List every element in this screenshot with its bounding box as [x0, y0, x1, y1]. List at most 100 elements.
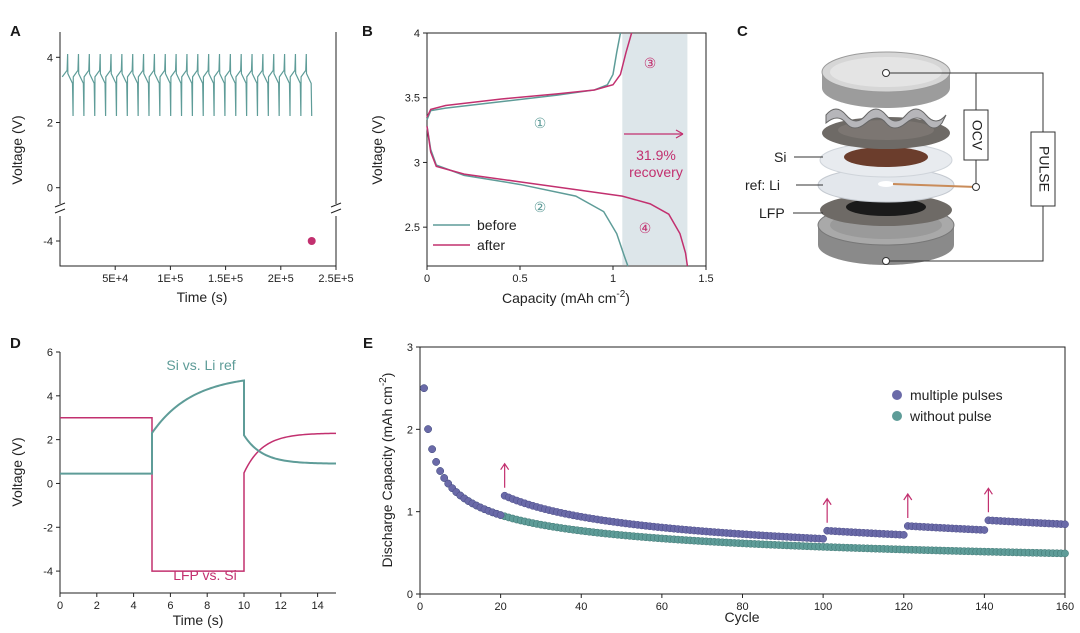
- multiple-pulses-point: [496, 511, 505, 519]
- panel-e-ytick-label: 0: [407, 589, 413, 601]
- without-pulse-point: [1061, 549, 1069, 558]
- multiple-pulses-point: [440, 474, 449, 482]
- panel-d-ytick-label: -4: [43, 566, 53, 578]
- panel-a-xtick-label: 2.5E+5: [318, 273, 353, 285]
- panel-e-label: E: [363, 335, 373, 352]
- panel-a-ylabel: Voltage (V): [9, 115, 25, 184]
- before-charge-curve: [426, 32, 622, 121]
- panel-b-ytick-label: 4: [414, 28, 420, 40]
- recovery-arrow: [624, 129, 684, 139]
- panel-a-ytick-label: 2: [47, 118, 53, 130]
- legend-multiple-pulses-swatch: [892, 390, 902, 400]
- after-discharge-curve: [426, 126, 689, 267]
- panel-e-legend: multiple pulses without pulse: [892, 387, 1003, 424]
- panel-a-ytick-label: -4: [43, 236, 53, 248]
- si-vs-li-line: [60, 379, 337, 475]
- legend-after-label: after: [477, 237, 505, 253]
- panel-a-xtick-label: 5E+4: [102, 273, 128, 285]
- panel-d-xtick-label: 2: [94, 600, 100, 612]
- panel-e-xlabel: Cycle: [724, 609, 759, 625]
- ocv-label: OCV: [969, 120, 985, 151]
- panel-b-ytick-label: 3.5: [405, 93, 420, 105]
- panel-e-xtick-label: 100: [814, 601, 832, 613]
- panel-d-label: D: [10, 335, 21, 352]
- panel-d-ytick-label: 0: [47, 478, 53, 490]
- panel-b-xtick-label: 1: [610, 273, 616, 285]
- wave-spring-image: [825, 108, 947, 129]
- recovery-text: recovery: [629, 164, 683, 180]
- marker-1: ①: [534, 115, 547, 131]
- panel-e-ytick-label: 2: [407, 424, 413, 436]
- panel-a-ytick-label: 0: [47, 183, 53, 195]
- panel-d-xtick-label: 8: [204, 600, 210, 612]
- panel-e-xtick-label: 80: [736, 601, 748, 613]
- panel-d-xtick-label: 12: [275, 600, 287, 612]
- lfp-vs-si-label: LFP vs. Si: [173, 567, 237, 583]
- panel-b-xlabel: Capacity (mAh cm-2): [502, 289, 630, 306]
- panel-b-ylabel: Voltage (V): [369, 115, 385, 184]
- panel-a-axis-break: [54, 202, 342, 214]
- panel-d-ylabel: Voltage (V): [9, 437, 25, 506]
- legend-before-label: before: [477, 217, 517, 233]
- panel-d-xtick-label: 14: [311, 600, 323, 612]
- panel-a-ytick-label: 4: [47, 52, 53, 64]
- pulse-arrow-icon: [903, 492, 913, 518]
- ref-li-label: ref: Li: [745, 177, 780, 193]
- panel-b-ytick-label: 3: [414, 157, 420, 169]
- top-terminal-icon: [882, 69, 890, 77]
- panel-b-label: B: [362, 23, 373, 40]
- panel-d: D 0 2 4 6 8 10 12 14 6 4 2 0 -2 -4 Si vs. Li ref LFP…: [9, 335, 337, 628]
- panel-e: E 0 20 40 60 80 100 120 140 160 0 1 2 3 multiple pu…: [363, 335, 1074, 625]
- after-charge-curve: [426, 32, 633, 118]
- panel-d-xtick-label: 0: [57, 600, 63, 612]
- multiple-pulses-point: [428, 445, 436, 454]
- pulse-label: PULSE: [1036, 146, 1052, 192]
- panel-b-ytick-label: 2.5: [405, 222, 420, 234]
- multiple-pulses-point: [436, 467, 445, 475]
- lfp-electrode-image: [820, 194, 952, 226]
- recovery-percent: 31.9%: [636, 147, 676, 163]
- panel-a: A 5E+4 1E+5 1.5E+5 2E+5 2.5E+5 4 2 0 -4 Time (s…: [9, 23, 354, 305]
- panel-e-xtick-label: 140: [975, 601, 993, 613]
- panel-d-ytick-label: 4: [47, 391, 53, 403]
- multiple-pulses-point: [432, 458, 440, 466]
- panel-c-cell-schematic: C: [737, 23, 1056, 265]
- marker-3: ③: [644, 55, 657, 71]
- bottom-terminal-icon: [882, 257, 890, 265]
- multiple-pulses-point: [980, 526, 989, 534]
- panel-d-xtick-label: 6: [167, 600, 173, 612]
- panel-b-xtick-label: 1.5: [698, 273, 713, 285]
- multiple-pulses-point: [420, 384, 428, 393]
- multiple-pulses-point: [424, 425, 432, 433]
- panel-b-xtick-label: 0.5: [512, 273, 527, 285]
- panel-d-ytick-label: 2: [47, 435, 53, 447]
- lfp-label: LFP: [759, 205, 785, 221]
- panel-e-ylabel: Discharge Capacity (mAh cm-2): [378, 373, 395, 568]
- panel-d-xtick-label: 4: [131, 600, 137, 612]
- multiple-pulses-point: [819, 534, 827, 543]
- panel-e-xtick-label: 120: [895, 601, 913, 613]
- pulse-arrow-icon: [822, 497, 832, 523]
- si-electrode-image: [819, 142, 953, 178]
- pulse-arrow-icon: [500, 462, 510, 488]
- panel-d-ytick-label: -2: [43, 522, 53, 534]
- panel-e-xtick-label: 0: [417, 601, 423, 613]
- panel-a-label: A: [10, 23, 21, 40]
- panel-d-xtick-label: 10: [238, 600, 250, 612]
- ref-terminal-icon: [972, 183, 980, 191]
- panel-e-axes: [419, 346, 1066, 595]
- marker-2: ②: [534, 199, 547, 215]
- panel-d-axes: [59, 352, 336, 594]
- si-vs-li-label: Si vs. Li ref: [166, 357, 235, 373]
- data-point-minus-4v: [307, 237, 316, 245]
- legend-multiple-pulses-label: multiple pulses: [910, 387, 1003, 403]
- panel-b-legend: before after: [433, 217, 517, 253]
- panel-e-xtick-label: 20: [495, 601, 507, 613]
- panel-b: B 0 0.5 1 1.5 2.5 3 3.5 4 ① ② ③ ④ 31.9% recove…: [362, 23, 714, 306]
- panel-a-xtick-label: 1.5E+5: [208, 273, 243, 285]
- panel-d-ytick-label: 6: [47, 347, 53, 359]
- pulse-box: [1030, 131, 1056, 207]
- top-cap-image: [821, 51, 951, 108]
- panel-b-xtick-label: 0: [424, 273, 430, 285]
